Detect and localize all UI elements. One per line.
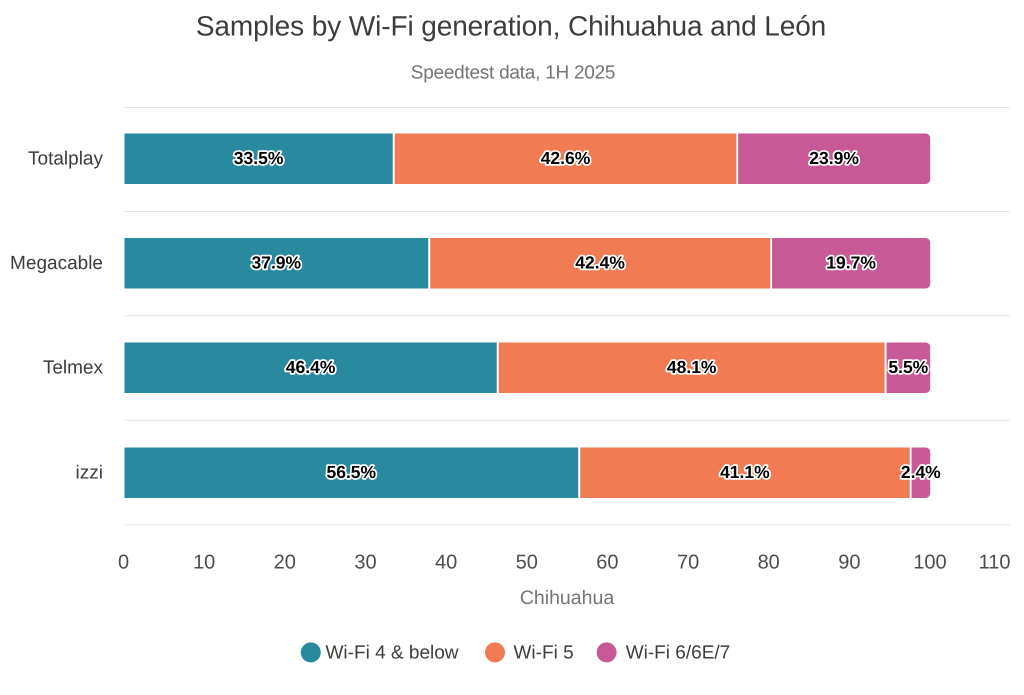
svg-text:Speedtest data, 1H 2025: Speedtest data, 1H 2025	[411, 63, 615, 84]
svg-text:20: 20	[274, 552, 296, 574]
svg-text:42.6%: 42.6%	[541, 148, 591, 168]
svg-text:90: 90	[838, 552, 860, 574]
svg-text:60: 60	[596, 552, 618, 574]
svg-text:10: 10	[193, 552, 215, 574]
svg-text:33.5%: 33.5%	[234, 148, 284, 168]
svg-text:5.5%: 5.5%	[888, 357, 928, 377]
svg-text:23.9%: 23.9%	[809, 148, 859, 168]
svg-text:2.4%: 2.4%	[901, 462, 941, 482]
svg-text:37.9%: 37.9%	[251, 253, 301, 273]
svg-text:56.5%: 56.5%	[326, 462, 376, 482]
svg-text:50: 50	[516, 552, 538, 574]
svg-text:Telmex: Telmex	[43, 358, 104, 379]
svg-text:42.4%: 42.4%	[575, 253, 625, 273]
svg-text:110: 110	[979, 552, 1011, 574]
svg-text:100: 100	[913, 552, 946, 574]
svg-text:70: 70	[677, 552, 699, 574]
svg-text:19.7%: 19.7%	[826, 253, 876, 273]
svg-text:Chihuahua: Chihuahua	[520, 587, 614, 609]
svg-text:Samples by Wi-Fi generation, C: Samples by Wi-Fi generation, Chihuahua a…	[196, 10, 826, 41]
svg-text:Wi-Fi 4 & below: Wi-Fi 4 & below	[326, 643, 459, 664]
svg-text:Megacable: Megacable	[10, 253, 103, 274]
svg-text:Totalplay: Totalplay	[28, 149, 103, 170]
svg-text:Wi-Fi 6/6E/7: Wi-Fi 6/6E/7	[626, 643, 731, 664]
svg-text:46.4%: 46.4%	[286, 357, 336, 377]
svg-text:80: 80	[758, 552, 780, 574]
svg-text:Wi-Fi 5: Wi-Fi 5	[514, 643, 574, 664]
svg-text:0: 0	[118, 552, 129, 574]
svg-text:izzi: izzi	[76, 463, 103, 484]
svg-text:48.1%: 48.1%	[667, 357, 717, 377]
svg-text:40: 40	[435, 552, 457, 574]
svg-text:41.1%: 41.1%	[720, 462, 770, 482]
svg-text:30: 30	[354, 552, 376, 574]
